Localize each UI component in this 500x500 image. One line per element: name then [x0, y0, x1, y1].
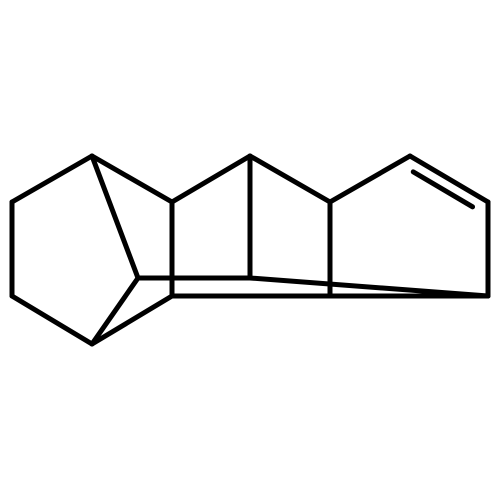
chemical-structure-diagram — [0, 0, 500, 500]
bond — [12, 156, 92, 202]
bond — [172, 156, 250, 202]
bond — [330, 156, 410, 202]
bond-lines — [12, 156, 488, 344]
bond — [92, 156, 172, 202]
bond — [92, 278, 138, 344]
bond — [250, 278, 488, 296]
bond — [92, 156, 138, 278]
bond — [250, 156, 330, 202]
bond — [12, 296, 92, 344]
bond — [92, 296, 172, 344]
